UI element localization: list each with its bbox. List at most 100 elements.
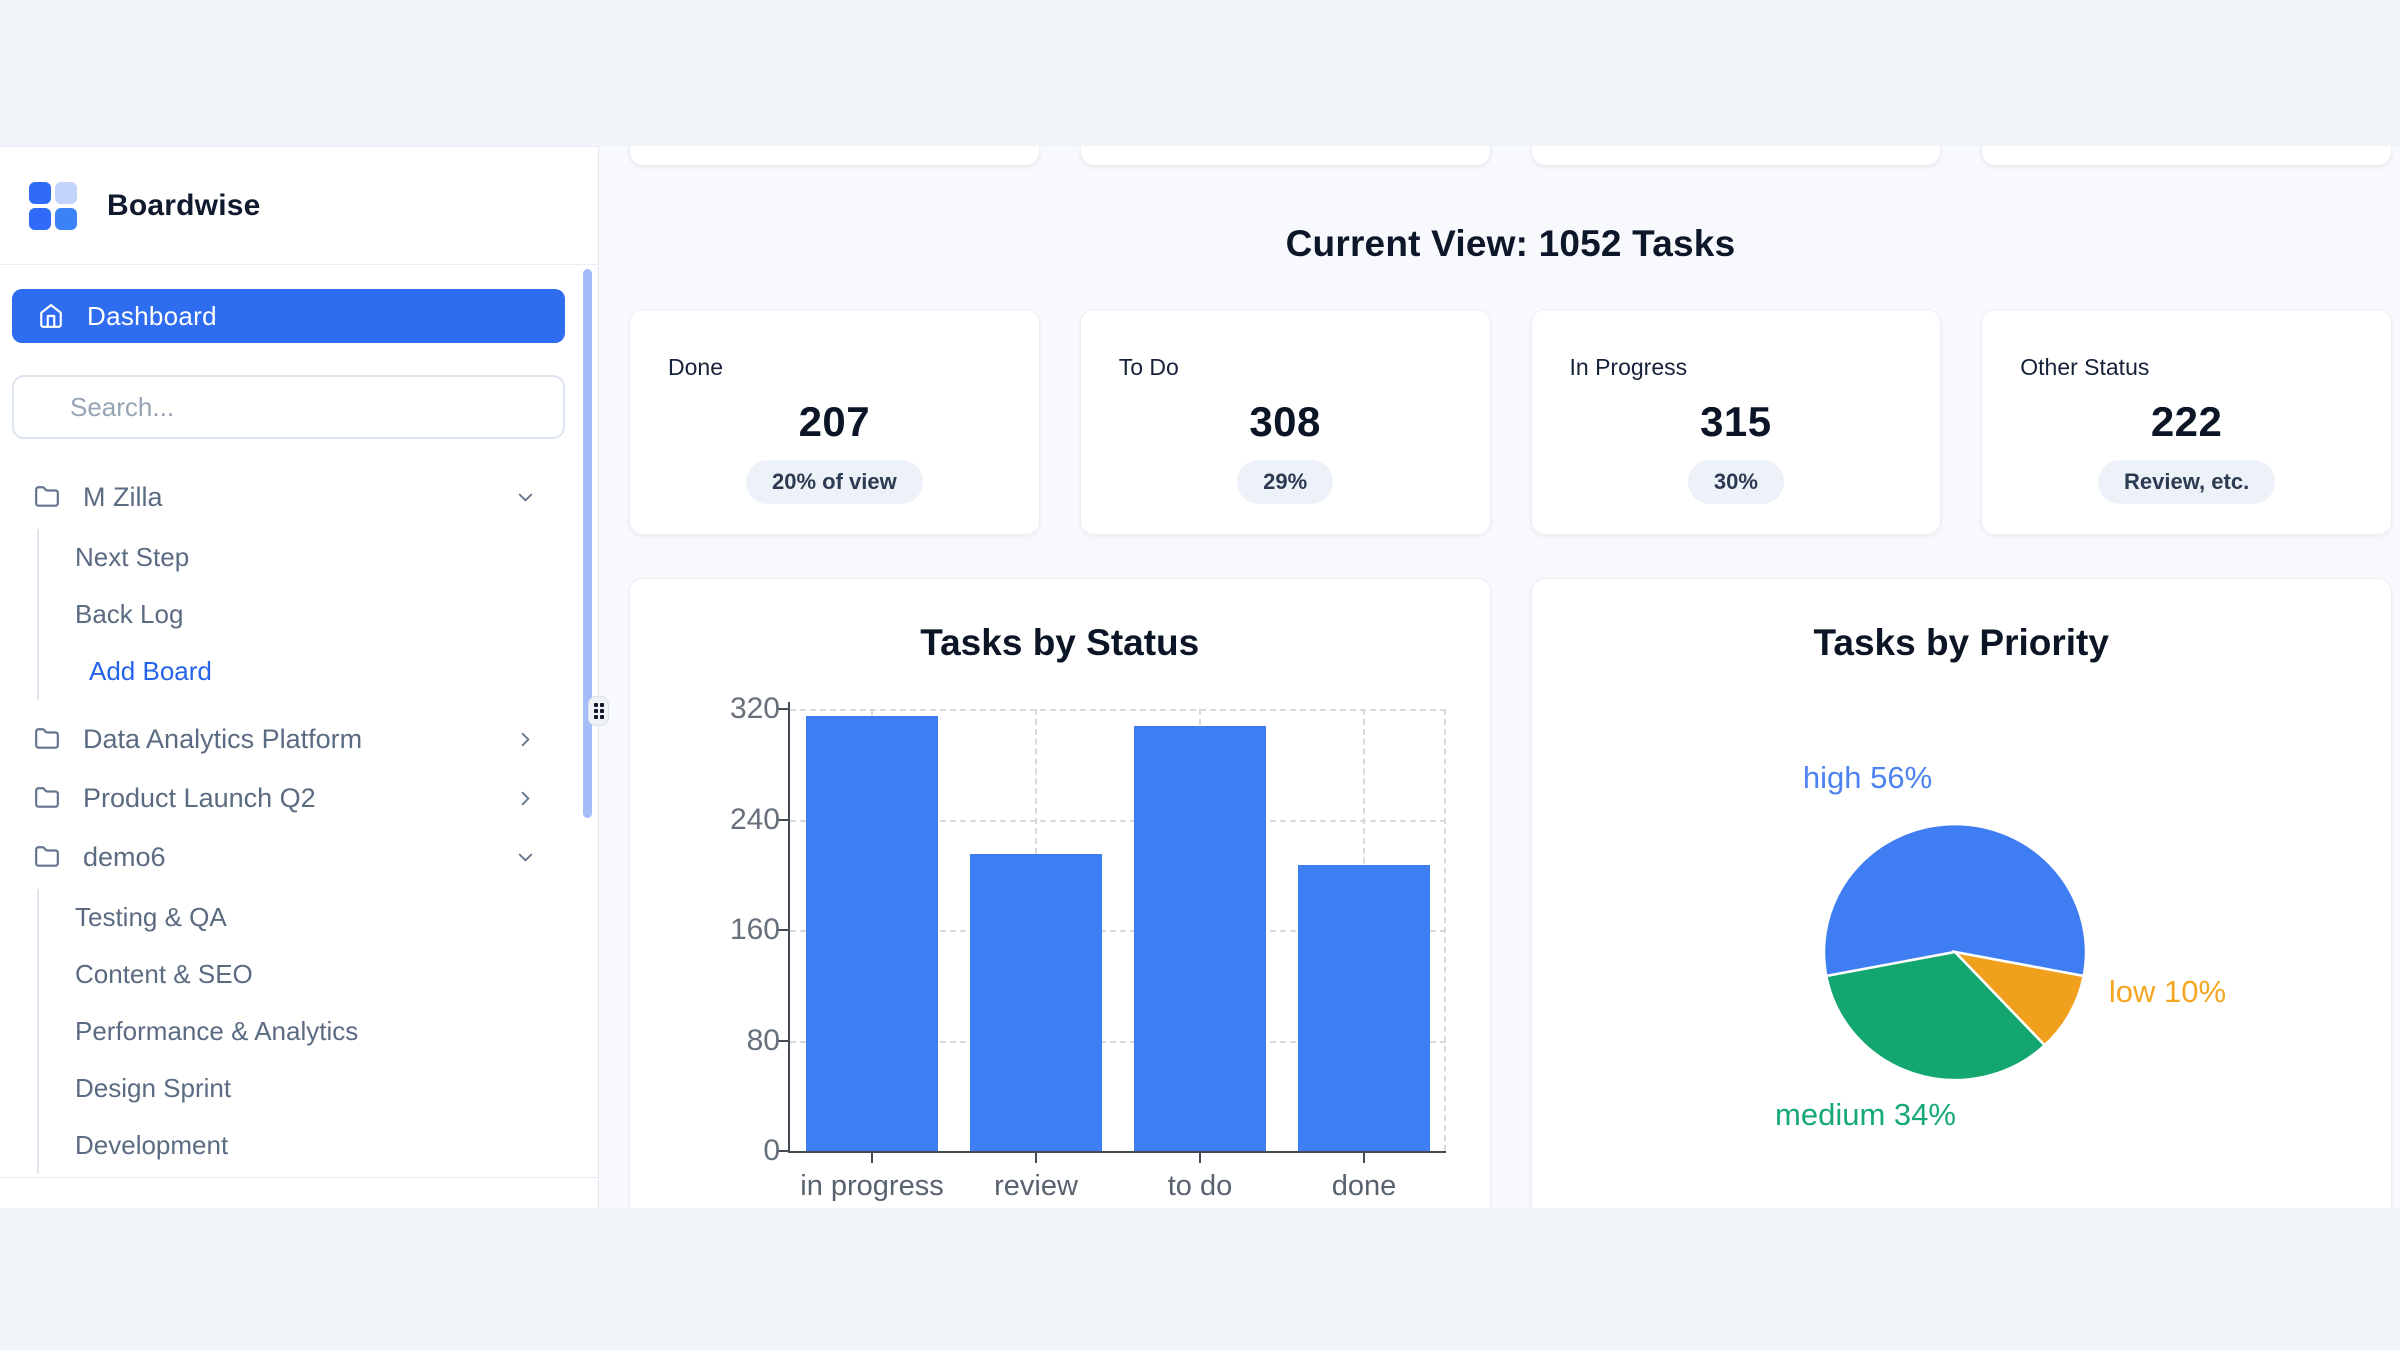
pie-label-high: high 56%	[1802, 760, 1933, 795]
dashboard-button-label: Dashboard	[87, 300, 217, 331]
y-tick-label: 240	[729, 802, 780, 836]
boardwise-logo-icon	[29, 181, 77, 230]
stat-badge: Review, etc.	[2098, 460, 2276, 504]
sidebar-group-product-launch-q2[interactable]: Product Launch Q2	[12, 771, 565, 825]
sidebar-item-development[interactable]: Development	[75, 1130, 229, 1160]
pie-slice-low	[1950, 950, 2085, 1048]
chevron-right-icon[interactable]	[514, 787, 537, 810]
priority-pie-chart	[1821, 822, 2089, 1082]
nav-group-product-launch-q2: Product Launch Q2	[12, 771, 565, 825]
tasks-by-status-card: Tasks by Status 0 80 160 240 320 in progress r…	[629, 578, 1491, 1208]
group-label: M Zilla	[83, 481, 163, 512]
y-tick	[778, 708, 788, 710]
stat-value: 222	[2150, 398, 2223, 445]
stat-label: Done	[668, 354, 723, 380]
stat-value: 308	[1249, 398, 1321, 445]
y-tick	[778, 1039, 788, 1042]
bar-to-do	[1134, 725, 1266, 1151]
x-tick	[1363, 1153, 1365, 1163]
y-tick	[778, 818, 788, 821]
sidebar-item-performance-analytics[interactable]: Performance & Analytics	[75, 1016, 359, 1046]
sidebar-group-demo6[interactable]: demo6	[12, 830, 565, 884]
pie-icon	[1822, 822, 2087, 1082]
stat-card-in-progress: In Progress 315 30%	[1530, 309, 1942, 535]
pie-slice-medium	[1824, 950, 2046, 1082]
x-tick	[871, 1153, 873, 1163]
sidebar-group-data-analytics-platform[interactable]: Data Analytics Platform	[12, 712, 565, 766]
boards-nav: M Zilla Next Step Back Log Add Board Data …	[12, 470, 565, 1174]
bar-chart-plot: 0 80 160 240 320 in progress review to do done	[730, 692, 1446, 1202]
stat-card-done: Done 207 20% of view	[629, 309, 1040, 535]
y-axis-line	[788, 702, 790, 1151]
folder-icon	[35, 486, 59, 507]
y-tick-label: 0	[763, 1134, 780, 1167]
stat-badge: 30%	[1687, 460, 1784, 504]
chevron-down-icon[interactable]	[514, 846, 537, 869]
pie-chart-title: Tasks by Priority	[1813, 622, 2109, 663]
dashboard-button[interactable]: Dashboard	[12, 289, 565, 343]
main-content: Current View: 1052 Tasks Done 207 20% of…	[599, 146, 2400, 1208]
sidebar-scrollbar[interactable]	[583, 269, 592, 818]
folder-icon	[35, 846, 59, 867]
folder-icon	[35, 728, 59, 749]
stat-card-other-status: Other Status 222 Review, etc.	[1981, 309, 2392, 535]
y-tick-label: 160	[729, 913, 780, 946]
pie-slice-high	[1822, 822, 2087, 978]
sidebar-item-content-seo[interactable]: Content & SEO	[75, 959, 253, 989]
chevron-down-icon[interactable]	[514, 486, 537, 509]
sidebar-resize-handle[interactable]	[588, 696, 609, 726]
y-tick	[778, 1150, 788, 1152]
partial-card	[1530, 146, 1942, 166]
stat-badge: 20% of view	[746, 460, 923, 504]
pie-label-medium: medium 34%	[1775, 1097, 1956, 1132]
sidebar-content: Dashboard M Zilla Next Step Back Log Add B…	[0, 289, 598, 1174]
x-tick	[1035, 1153, 1037, 1163]
sidebar-header: Boardwise	[0, 147, 598, 265]
sidebar-item-testing-qa[interactable]: Testing & QA	[75, 902, 227, 932]
sidebar-item-design-sprint[interactable]: Design Sprint	[75, 1073, 232, 1103]
sidebar-item-next-step[interactable]: Next Step	[75, 542, 190, 572]
search-input[interactable]	[12, 375, 565, 439]
bar-in-progress	[806, 715, 938, 1151]
y-tick-label: 320	[729, 692, 780, 725]
nav-children-m-zilla: Next Step Back Log Add Board	[37, 529, 565, 700]
partial-card	[629, 146, 1040, 166]
stat-card-to-do: To Do 308 29%	[1079, 309, 1491, 535]
nav-children-demo6: Testing & QA Content & SEO Performance & A…	[37, 889, 565, 1174]
plot-right-border	[1444, 709, 1446, 1151]
x-axis-line	[788, 1151, 1446, 1153]
x-tick-label: review	[994, 1170, 1078, 1202]
chevron-right-icon[interactable]	[514, 728, 537, 751]
sidebar-group-m-zilla[interactable]: M Zilla	[12, 470, 565, 524]
group-label: Product Launch Q2	[83, 782, 316, 813]
charts-row: Tasks by Status 0 80 160 240 320 in progress r…	[629, 578, 2392, 1208]
group-label: demo6	[83, 841, 166, 872]
nav-group-m-zilla: M Zilla Next Step Back Log Add Board	[12, 470, 565, 700]
tasks-by-priority-card: Tasks by Priority high 56% low 10% medium …	[1530, 578, 2392, 1208]
x-tick-label: in progress	[800, 1170, 944, 1202]
x-tick-label: done	[1331, 1170, 1397, 1202]
stat-label: Other Status	[2020, 354, 2150, 380]
bar-review	[970, 854, 1102, 1151]
nav-group-data-analytics-platform: Data Analytics Platform	[12, 712, 565, 766]
nav-group-demo6: demo6 Testing & QA Content & SEO Performan…	[12, 830, 565, 1174]
y-tick-label: 80	[746, 1023, 780, 1057]
y-tick	[778, 929, 788, 931]
sidebar: Boardwise Dashboard M Zilla Next Step Bac…	[0, 146, 599, 1208]
stat-cards-row: Done 207 20% of view To Do 308 29% In Prog…	[629, 309, 2392, 535]
partial-card	[1981, 146, 2392, 166]
add-board-link[interactable]: Add Board	[89, 656, 212, 686]
pie-label-low: low 10%	[2108, 974, 2227, 1009]
sidebar-item-back-log[interactable]: Back Log	[75, 599, 184, 629]
x-tick	[1199, 1153, 1201, 1163]
partial-card	[1079, 146, 1491, 166]
h-gridline	[790, 1040, 1446, 1043]
stat-badge: 29%	[1237, 460, 1334, 504]
group-label: Data Analytics Platform	[83, 723, 363, 754]
folder-icon	[35, 787, 59, 808]
bar-done	[1298, 865, 1430, 1151]
scrolled-cards-row	[629, 146, 2392, 166]
brand-title: Boardwise	[107, 188, 261, 222]
stat-label: In Progress	[1569, 354, 1688, 380]
